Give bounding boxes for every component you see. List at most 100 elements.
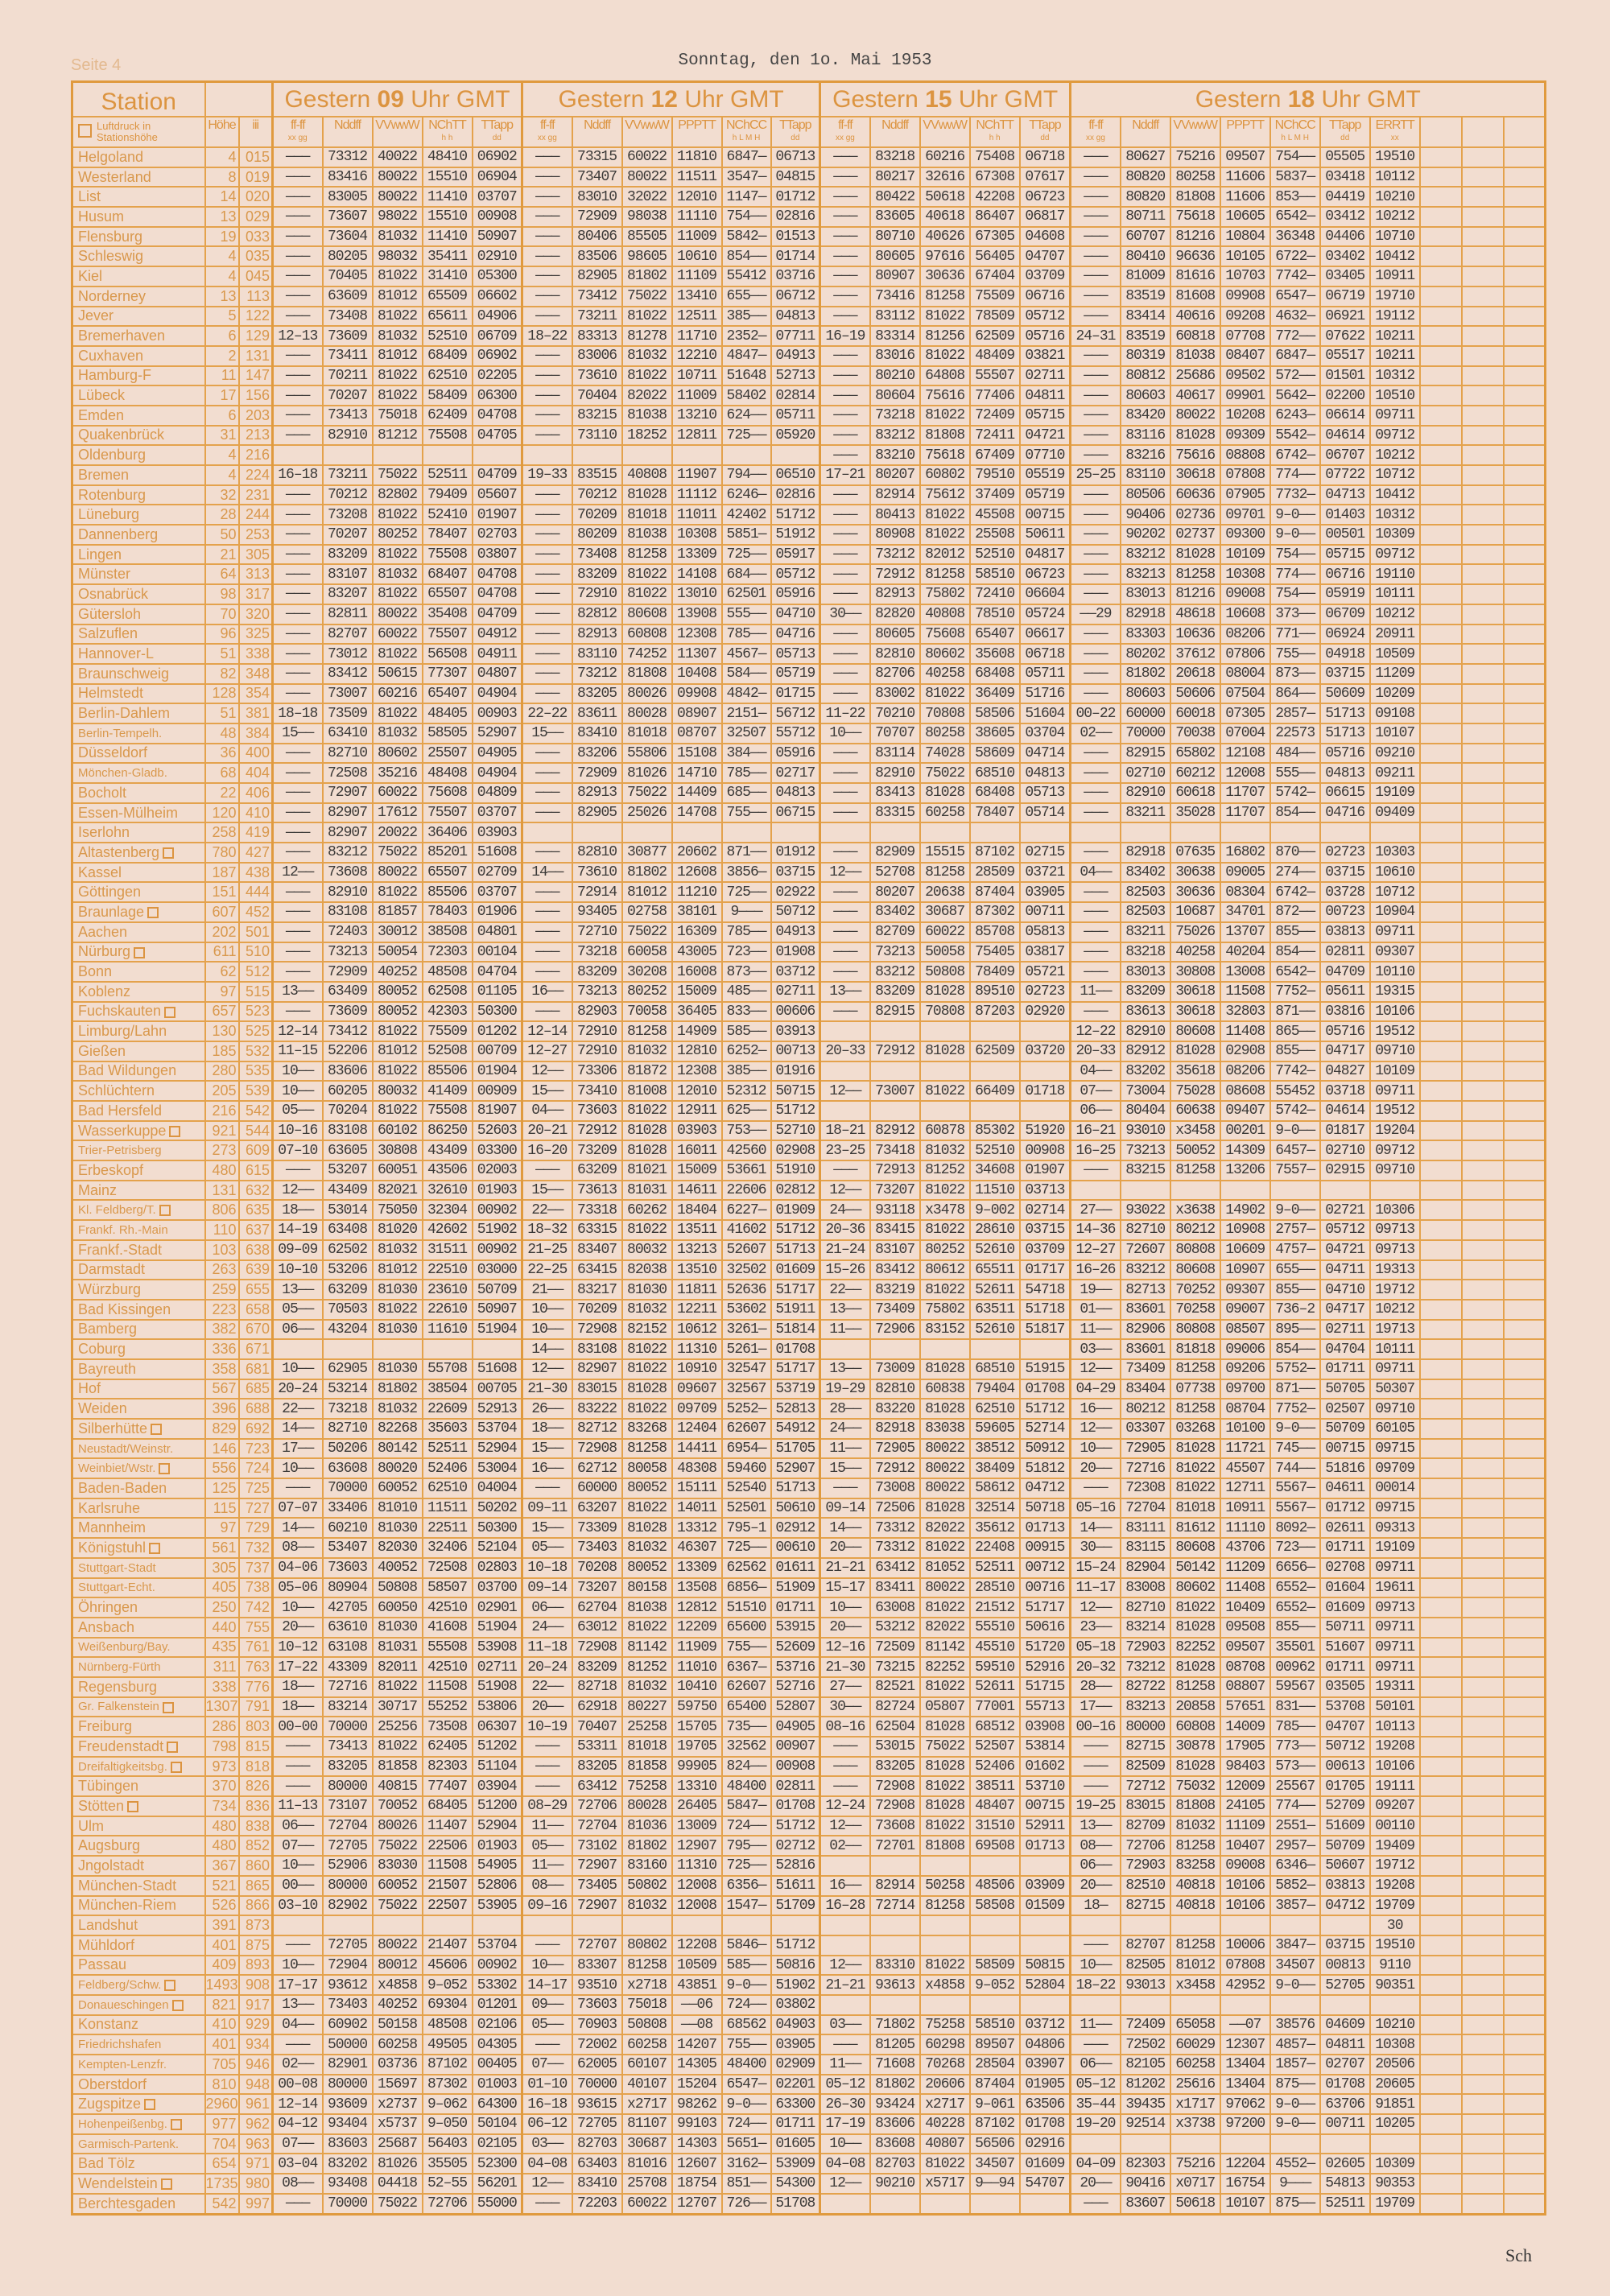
observation-cell: 01708 <box>1018 1378 1071 1400</box>
report-date: Sonntag, den 1o. Mai 1953 <box>678 52 932 70</box>
station-name: Ansbach <box>78 1618 135 1635</box>
observation-cell: 10509 <box>1368 643 1421 665</box>
observation-cell: 93118 <box>869 1199 921 1222</box>
observation-cell: 01708 <box>1018 2113 1071 2135</box>
observation-cell: 80026 <box>371 1815 423 1837</box>
observation-cell: 12—— <box>521 1358 573 1380</box>
observation-cell: 80812 <box>1119 365 1171 387</box>
observation-cell: 25708 <box>621 2173 673 2195</box>
station-height: 391 <box>204 1915 240 1936</box>
observation-cell: 572—— <box>1269 365 1321 387</box>
observation-cell: 51902 <box>770 1974 821 1996</box>
observation-cell: 83506 <box>571 245 623 268</box>
observation-cell <box>1460 245 1505 268</box>
observation-cell: 83110 <box>571 643 623 665</box>
station-row: Karlsruhe 115 727 07–07 33406 81010 11511 50202… <box>71 1497 1546 1519</box>
observation-cell: 09—— <box>521 1993 573 2016</box>
observation-cell: 12010 <box>671 1080 723 1102</box>
column-code: TTapp <box>1328 118 1361 132</box>
station-row: Gütersloh 70 320 ——— 82811 80022 35408 04709 ———… <box>71 603 1546 625</box>
station-name-cell: Feldberg/Schw. <box>71 1974 206 1996</box>
observation-cell: 19709 <box>1368 1894 1421 1917</box>
station-name-cell: Bad Wildungen <box>71 1060 206 1082</box>
observation-cell: 13404 <box>1219 2073 1271 2096</box>
observation-cell <box>1460 1457 1505 1480</box>
observation-cell <box>1418 1179 1463 1202</box>
column-code: ff-ff <box>290 118 306 132</box>
station-name: Schleswig <box>78 248 144 265</box>
observation-cell: 81038 <box>1169 344 1221 367</box>
observation-cell: 12208 <box>671 1934 723 1956</box>
observation-cell: 01817 <box>1319 1119 1371 1142</box>
observation-cell <box>1502 1656 1546 1678</box>
observation-cell <box>968 2192 1021 2216</box>
column-header: VVwwW <box>1169 116 1221 148</box>
observation-cell: 865—— <box>1269 1020 1321 1042</box>
observation-cell: 35028 <box>1169 802 1221 824</box>
station-number: 763 <box>237 1656 274 1678</box>
weather-observation-table: Station Gestern 09 Uhr GMT Gestern 12 Uhr… <box>71 80 1547 2216</box>
observation-cell: 70808 <box>919 1000 971 1023</box>
column-subscript <box>922 134 968 142</box>
observation-cell: 63410 <box>321 722 374 744</box>
observation-cell: 56712 <box>770 703 821 724</box>
station-row: Königstuhl 561 732 08—— 53407 82030 32406 52104… <box>71 1537 1546 1559</box>
station-name: Rotenburg <box>78 486 147 503</box>
observation-cell: 81028 <box>621 1517 673 1540</box>
observation-cell: 04809 <box>471 782 523 804</box>
station-name-cell: Westerland <box>71 166 206 188</box>
observation-cell: ——— <box>1069 305 1121 328</box>
observation-cell: 05813 <box>1018 921 1071 943</box>
column-subscript <box>872 134 919 142</box>
station-height: 440 <box>204 1616 240 1639</box>
observation-cell: 87302 <box>421 2073 473 2096</box>
observation-cell: 82724 <box>869 1696 921 1718</box>
observation-cell: 83016 <box>869 344 921 367</box>
observation-cell <box>471 1915 523 1936</box>
observation-cell: 20–21 <box>521 1119 573 1142</box>
observation-cell: 11—— <box>1069 980 1121 1003</box>
observation-cell: 01711 <box>770 2113 821 2135</box>
station-name: Westerland <box>78 168 151 185</box>
observation-cell <box>1502 1418 1546 1440</box>
observation-cell: 5651— <box>720 2133 772 2155</box>
observation-cell: 25–25 <box>1069 464 1121 486</box>
observation-cell: 81022 <box>919 1219 971 1241</box>
observation-cell: 81022 <box>621 305 673 328</box>
observation-cell <box>819 822 871 844</box>
observation-cell: 53214 <box>321 1378 374 1400</box>
station-number: 131 <box>237 344 274 367</box>
observation-cell: 80000 <box>1119 1716 1171 1737</box>
observation-cell <box>869 1060 921 1082</box>
observation-cell: 12–14 <box>271 2093 324 2116</box>
observation-cell: 13—— <box>819 980 871 1003</box>
observation-cell: ——— <box>1069 444 1121 466</box>
observation-cell <box>1418 1736 1463 1758</box>
observation-cell: 52636 <box>720 1279 772 1301</box>
observation-cell: 62918 <box>571 1696 623 1718</box>
observation-cell: 80808 <box>1169 1318 1221 1341</box>
observation-cell: 03—— <box>819 2014 871 2036</box>
observation-cell: 82910 <box>321 881 374 904</box>
station-row: Iserlohn 258 419 ——— 82907 20022 36406 03903 <box>71 822 1546 844</box>
station-name-cell: Trier-Petrisberg <box>71 1140 206 1162</box>
station-row: Dreifaltigkeitsbg. 973 818 ——— 83205 81858 823… <box>71 1755 1546 1778</box>
observation-cell: 1147— <box>720 186 772 208</box>
observation-cell: 03905 <box>1018 881 1071 904</box>
observation-cell: 31511 <box>421 1239 473 1261</box>
observation-cell: 07722 <box>1319 464 1371 486</box>
observation-cell: ——— <box>271 682 324 705</box>
observation-cell <box>1418 1318 1463 1341</box>
square-box-icon <box>159 1463 171 1475</box>
observation-cell: 51604 <box>1018 703 1071 724</box>
observation-cell: 83414 <box>1119 305 1171 328</box>
observation-cell: 82703 <box>869 2153 921 2175</box>
observation-cell: 60212 <box>1169 762 1221 784</box>
observation-cell: 11011 <box>671 504 723 526</box>
observation-cell: 81258 <box>621 1437 673 1460</box>
station-row: Feldberg/Schw. 1493 908 17–17 93612 x4858 9–05… <box>71 1974 1546 1996</box>
group-header-15: Gestern 15 Uhr GMT <box>819 80 1071 117</box>
station-number: 776 <box>237 1676 274 1698</box>
observation-cell: 16008 <box>671 961 723 983</box>
observation-cell: 74252 <box>621 643 673 665</box>
